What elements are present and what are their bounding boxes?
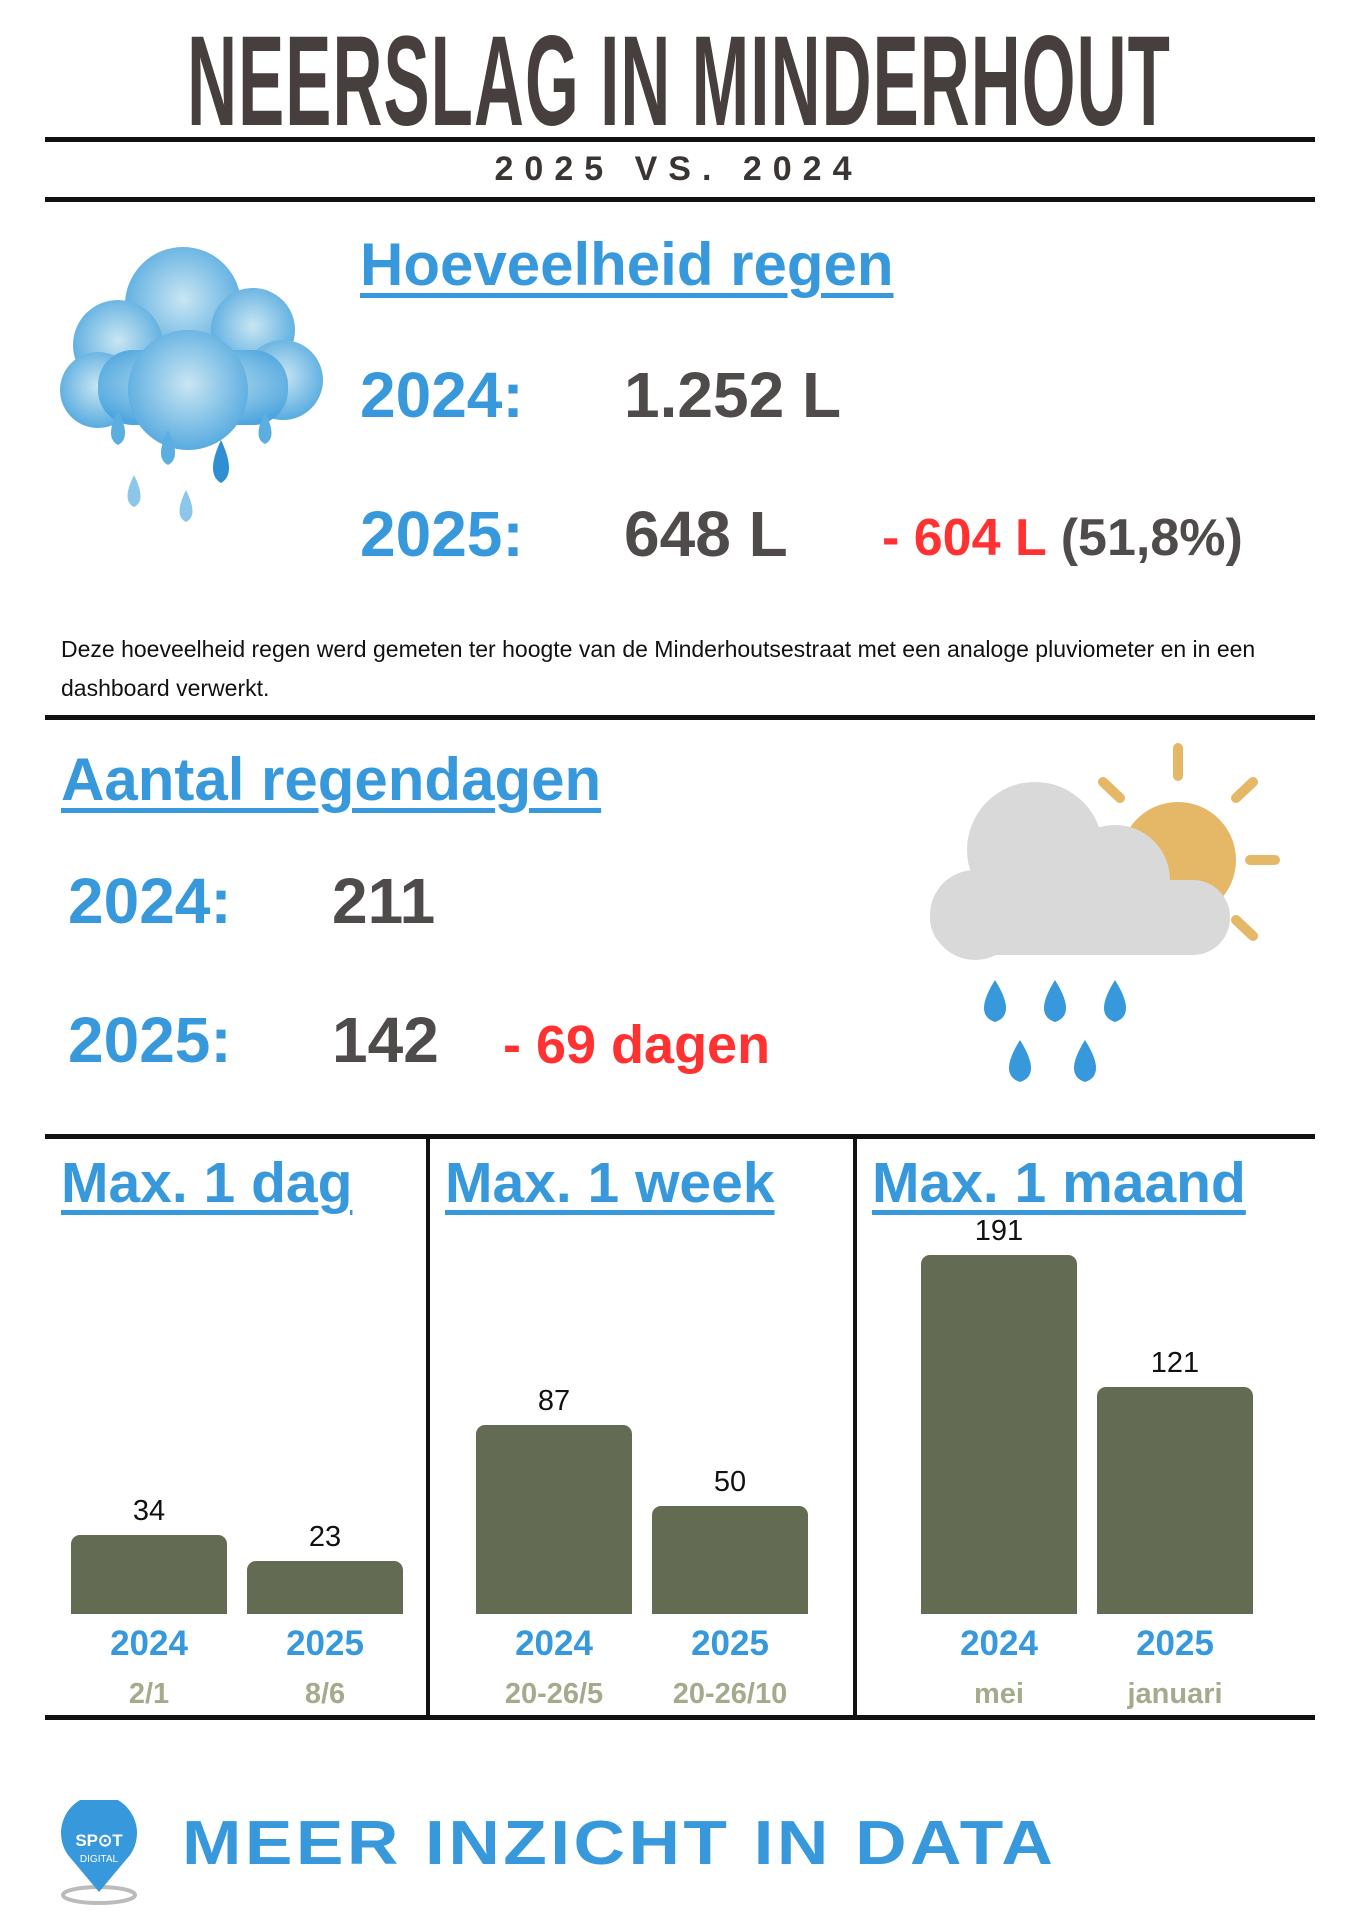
bar-year-label: 2025 <box>691 1624 769 1663</box>
divider <box>45 137 1315 142</box>
bar-value-label: 191 <box>974 1214 1024 1247</box>
bar-year-label: 2025 <box>286 1624 364 1663</box>
amount-2024-label: 2024: <box>360 359 524 431</box>
divider <box>45 715 1315 720</box>
days-heading: Aantal regendagen <box>61 746 602 813</box>
amount-2025-label: 2025: <box>360 498 524 570</box>
bar-period-label: januari <box>1127 1678 1223 1710</box>
bar <box>71 1535 227 1614</box>
bar-year-label: 2025 <box>1136 1624 1214 1663</box>
panel-heading-week: Max. 1 week <box>445 1151 775 1215</box>
days-diff: - 69 dagen <box>503 1015 771 1075</box>
bar-value-label: 34 <box>132 1495 166 1528</box>
bar-period-label: 2/1 <box>128 1678 170 1710</box>
bar-period-label: 8/6 <box>304 1678 346 1710</box>
bar-value-label: 23 <box>308 1520 342 1553</box>
divider <box>426 1136 430 1718</box>
panel-heading-day: Max. 1 dag <box>61 1151 353 1215</box>
bar-value-label: 50 <box>713 1465 747 1498</box>
bar-value-label: 87 <box>537 1385 571 1418</box>
bar-value-label: 121 <box>1150 1346 1200 1379</box>
amount-diff: - 604 L <box>882 509 1047 567</box>
bar <box>652 1505 808 1614</box>
days-2024-label: 2024: <box>68 865 232 937</box>
amount-heading: Hoeveelheid regen <box>360 231 894 298</box>
amount-pct: (51,8%) <box>1060 509 1243 567</box>
divider <box>45 197 1315 202</box>
divider <box>45 1134 1315 1139</box>
bar <box>921 1254 1077 1614</box>
bar-period-label: mei <box>974 1678 1024 1710</box>
amount-2024-value: 1.252 L <box>624 359 842 431</box>
days-2024-value: 211 <box>332 865 436 937</box>
bar-year-label: 2024 <box>515 1624 593 1663</box>
svg-text:SP⊙T: SP⊙T <box>75 1831 123 1850</box>
bar <box>1097 1386 1253 1614</box>
bar-year-label: 2024 <box>110 1624 188 1663</box>
days-2025-label: 2025: <box>68 1004 232 1076</box>
page-subtitle: 2025 VS. 2024 <box>494 150 863 188</box>
bar-year-label: 2024 <box>960 1624 1038 1663</box>
rain-cloud-icon <box>60 247 323 522</box>
spot-digital-logo: SP⊙T DIGITAL <box>61 1800 137 1905</box>
svg-text:DIGITAL: DIGITAL <box>80 1854 119 1865</box>
footer-tagline: MEER INZICHT IN DATA <box>182 1809 1057 1878</box>
page-title: NEERSLAG IN MINDERHOUT <box>186 10 1171 153</box>
days-2025-value: 142 <box>332 1004 439 1076</box>
sun-rain-cloud-icon <box>930 743 1280 1082</box>
amount-2025-value: 648 L <box>624 498 788 570</box>
bar <box>247 1560 403 1614</box>
panel-heading-month: Max. 1 maand <box>872 1151 1246 1215</box>
bar-period-label: 20-26/5 <box>504 1678 604 1710</box>
amount-diff-line: - 604 L (51,8%) <box>882 508 1243 568</box>
divider <box>45 1715 1315 1720</box>
bar <box>476 1425 632 1614</box>
divider <box>853 1136 857 1718</box>
bar-period-label: 20-26/10 <box>672 1678 788 1710</box>
measurement-note: Deze hoeveelheid regen werd gemeten ter … <box>61 636 1256 701</box>
